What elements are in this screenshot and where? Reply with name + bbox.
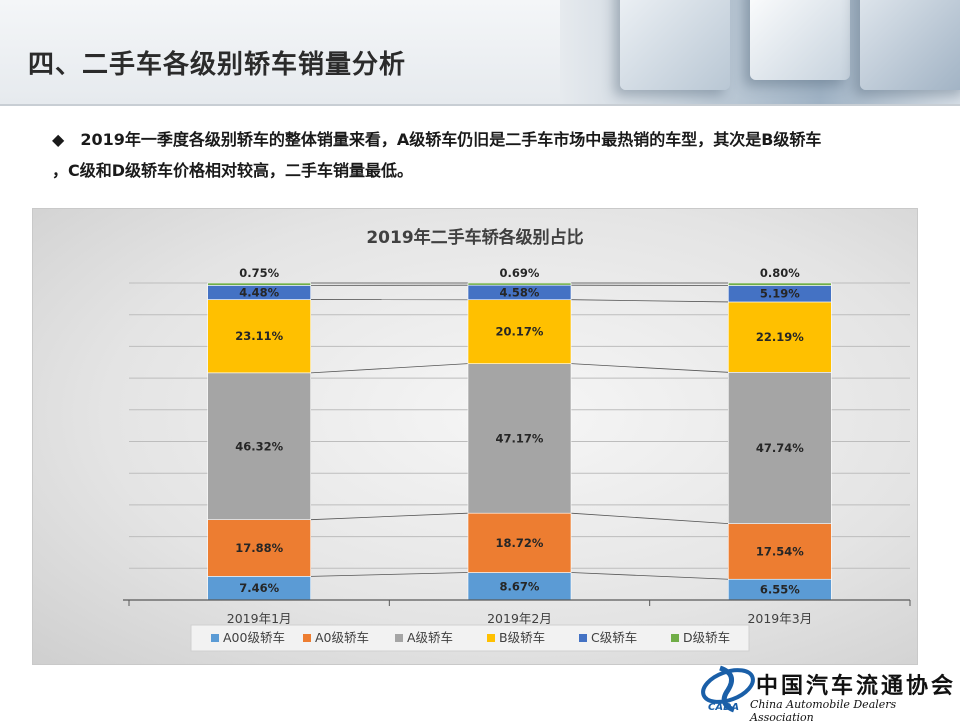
- legend-swatch: [671, 634, 679, 642]
- data-label: 0.75%: [239, 266, 279, 280]
- data-label: 17.88%: [235, 541, 283, 555]
- data-label: 0.80%: [760, 266, 800, 280]
- legend-label: B级轿车: [499, 630, 545, 645]
- data-label: 4.48%: [239, 285, 279, 299]
- data-label: 47.74%: [756, 441, 804, 455]
- stacked-bar-chart: 2019年二手车轿各级别占比 7.46% 8.67% 6.55% 17.88% 18.72…: [33, 209, 917, 664]
- legend-label: D级轿车: [683, 630, 730, 645]
- data-label: 4.58%: [500, 285, 540, 299]
- series-connector-line: [571, 513, 728, 523]
- data-label: 5.19%: [760, 287, 800, 301]
- data-label: 23.11%: [235, 329, 283, 343]
- series-connector-line: [571, 300, 728, 302]
- summary-text: ◆ 2019年一季度各级别轿车的整体销量来看，A级轿车仍旧是二手车市场中最热销的车…: [52, 124, 932, 186]
- data-label: 22.19%: [756, 330, 804, 344]
- legend-swatch: [487, 634, 495, 642]
- bar-segment: [728, 283, 831, 286]
- series-connector-line: [311, 513, 468, 519]
- data-label: 18.72%: [496, 536, 544, 550]
- data-label: 0.69%: [500, 266, 540, 280]
- summary-line-2: ，C级和D级轿车价格相对较高，二手车销量最低。: [52, 155, 932, 186]
- data-label: 17.54%: [756, 544, 804, 558]
- legend-label: A00级轿车: [223, 630, 285, 645]
- legend-swatch: [395, 634, 403, 642]
- legend-swatch: [303, 634, 311, 642]
- series-connector-line: [311, 573, 468, 577]
- legend-label: C级轿车: [591, 630, 637, 645]
- logo-name-en: China Automobile Dealers Association: [750, 698, 960, 724]
- chart-title: 2019年二手车轿各级别占比: [366, 227, 583, 248]
- legend-swatch: [579, 634, 587, 642]
- legend-label: A级轿车: [407, 630, 453, 645]
- x-tick-label: 2019年1月: [227, 611, 292, 626]
- data-label: 7.46%: [239, 581, 279, 595]
- legend-label: A0级轿车: [315, 630, 369, 645]
- header-decoration-image: [560, 0, 960, 104]
- page-title: 四、二手车各级别轿车销量分析: [28, 44, 406, 81]
- chart-panel: 2019年二手车轿各级别占比 7.46% 8.67% 6.55% 17.88% 18.72…: [32, 208, 918, 665]
- header-divider: [0, 104, 960, 106]
- x-tick-label: 2019年2月: [487, 611, 552, 626]
- data-label: 46.32%: [235, 439, 283, 453]
- legend-swatch: [211, 634, 219, 642]
- x-tick-label: 2019年3月: [747, 611, 812, 626]
- data-label: 6.55%: [760, 583, 800, 597]
- series-connector-line: [571, 364, 728, 373]
- summary-line-1: ◆ 2019年一季度各级别轿车的整体销量来看，A级轿车仍旧是二手车市场中最热销的车…: [52, 124, 932, 155]
- data-label: 20.17%: [496, 325, 544, 339]
- logo-abbr: CADA: [708, 702, 739, 713]
- data-label: 47.17%: [496, 431, 544, 445]
- logo-name-cn: 中国汽车流通协会: [756, 668, 956, 700]
- summary-line-1-text: 2019年一季度各级别轿车的整体销量来看，A级轿车仍旧是二手车市场中最热销的车型…: [80, 130, 821, 149]
- series-connector-line: [571, 573, 728, 580]
- data-label: 8.67%: [500, 579, 540, 593]
- bullet-diamond-icon: ◆: [52, 124, 64, 155]
- cada-logo: CADA 中国汽车流通协会 China Automobile Dealers A…: [694, 660, 960, 720]
- series-connector-line: [311, 364, 468, 373]
